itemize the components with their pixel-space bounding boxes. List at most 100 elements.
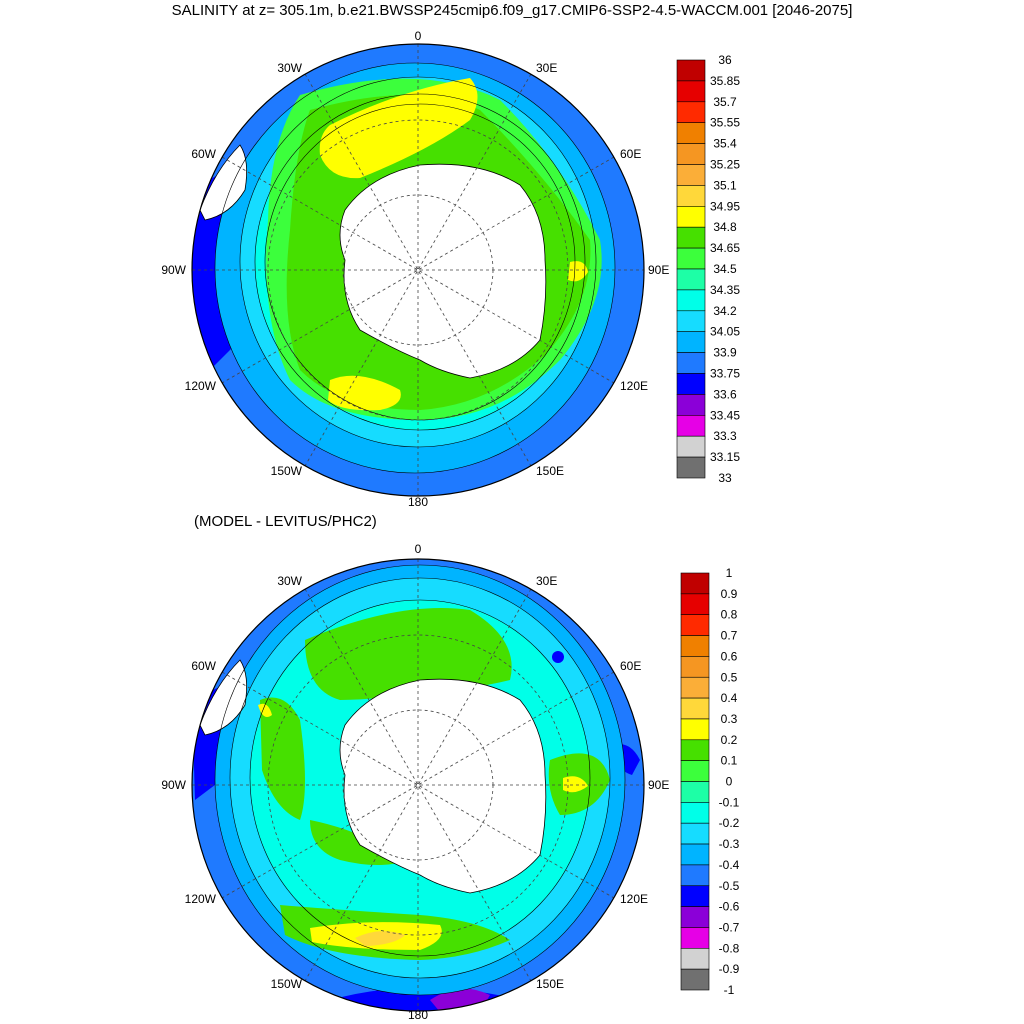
lon-label-90w: 90W <box>161 263 186 277</box>
high-salinity-patch-weddell <box>319 78 478 179</box>
colorbar-swatch <box>680 572 710 595</box>
colorbar-swatch <box>676 164 706 186</box>
lon-label-120w: 120W <box>185 892 217 906</box>
colorbar-label: -0.1 <box>719 795 740 809</box>
salinity-difference-map <box>191 558 645 1012</box>
colorbar-label: 35.85 <box>710 74 740 88</box>
map-boundary <box>191 558 645 1012</box>
lon-label-30e: 30E <box>536 574 557 588</box>
positive-anomaly-patch-west <box>260 697 305 820</box>
colorbar-label: 0.4 <box>721 691 738 705</box>
colorbar-swatch <box>676 101 706 124</box>
colorbar-label: 34.35 <box>710 283 740 297</box>
colorbar-label: 34.2 <box>713 304 737 318</box>
colorbar-swatch <box>676 394 706 416</box>
colorbar-label: 33.45 <box>710 408 740 422</box>
colorbar-label: 33 <box>718 471 732 485</box>
south-america-landmass <box>199 144 248 221</box>
colorbar-swatch <box>676 185 706 207</box>
colorbar-label: -0.6 <box>719 900 740 914</box>
lon-label-150w: 150W <box>271 464 303 478</box>
lon-label-60e: 60E <box>620 147 641 161</box>
lon-label-90e: 90E <box>648 778 669 792</box>
high-salinity-patch-ross <box>328 375 401 411</box>
colorbar-swatch <box>676 289 706 312</box>
colorbar-swatch <box>676 226 706 249</box>
peak-anomaly-patch-south <box>355 931 405 946</box>
colorbar-swatch <box>680 781 710 803</box>
colorbar-label: -0.8 <box>719 941 740 955</box>
colorbar-label: 34.5 <box>713 262 737 276</box>
lon-label-60w: 60W <box>191 147 216 161</box>
colorbar-swatch <box>676 247 706 270</box>
colorbar-label: 0.2 <box>721 733 738 747</box>
colorbar-swatch <box>676 143 706 165</box>
colorbar-swatch <box>680 593 710 615</box>
colorbar-label: 0.6 <box>721 649 738 663</box>
colorbar-swatch <box>676 310 706 332</box>
colorbar-label: 35.4 <box>713 137 737 151</box>
negative-anomaly-spot <box>552 651 564 663</box>
lon-label-30e: 30E <box>536 61 557 75</box>
colorbar-swatch <box>676 435 706 458</box>
colorbar-label: 35.55 <box>710 116 740 130</box>
map-boundary <box>191 43 645 497</box>
lon-label-150w: 150W <box>271 977 303 991</box>
lon-label-180: 180 <box>408 1008 428 1022</box>
positive-anomaly-patch-north <box>305 608 512 700</box>
colorbar-swatch <box>680 656 710 678</box>
colorbar-label: 33.6 <box>713 387 737 401</box>
lon-label-120w: 120W <box>185 379 217 393</box>
colorbar-swatch <box>680 885 710 907</box>
colorbar-label: 0.1 <box>721 754 738 768</box>
colorbar-swatch <box>676 268 706 291</box>
colorbar-label: 33.9 <box>713 346 737 360</box>
lon-label-60e: 60E <box>620 659 641 673</box>
lon-label-30w: 30W <box>277 574 302 588</box>
colorbar-label: 0.8 <box>721 608 738 622</box>
high-anomaly-patch-west <box>258 703 272 718</box>
difference-subtitle: (MODEL - LEVITUS/PHC2) <box>194 513 377 530</box>
colorbar-label: -0.5 <box>719 879 740 893</box>
lon-label-120e: 120E <box>620 892 648 906</box>
colorbar-label: 0 <box>726 775 733 789</box>
colorbar-swatch <box>680 635 710 657</box>
colorbar-label: 33.15 <box>710 450 740 464</box>
high-anomaly-patch-east <box>563 776 588 793</box>
antarctica-landmass <box>339 163 547 379</box>
south-america-landmass <box>199 659 248 736</box>
colorbar-label: -0.3 <box>719 837 740 851</box>
colorbar-swatch <box>680 614 710 636</box>
colorbar-swatch <box>676 331 706 353</box>
colorbar-swatch <box>680 822 710 845</box>
graticule <box>192 559 644 1011</box>
lon-label-30w: 30W <box>277 61 302 75</box>
colorbar-label: 33.75 <box>710 367 740 381</box>
colorbar-label: 0.3 <box>721 712 738 726</box>
colorbar-label: 35.1 <box>713 178 737 192</box>
colorbar-swatch <box>680 927 710 949</box>
colorbar-swatch <box>676 80 706 103</box>
lon-label-60w: 60W <box>191 659 216 673</box>
colorbar-label: 0.5 <box>721 670 738 684</box>
colorbar-swatch <box>676 352 706 374</box>
colorbar-swatch <box>676 373 706 395</box>
colorbar-swatch <box>680 697 710 720</box>
colorbar-label: 36 <box>718 53 732 67</box>
lon-label-150e: 150E <box>536 464 564 478</box>
high-salinity-patch-east <box>568 261 588 282</box>
graticule <box>192 44 644 496</box>
colorbar-label: -0.7 <box>719 920 740 934</box>
colorbar-label: -1 <box>724 983 735 997</box>
colorbar-label: 1 <box>726 566 733 580</box>
lon-label-0: 0 <box>415 29 422 43</box>
colorbar-swatch <box>676 206 706 228</box>
colorbar-swatch <box>680 718 710 741</box>
colorbar-swatch <box>680 864 710 887</box>
colorbar-label: 34.8 <box>713 220 737 234</box>
colorbar-label: 34.95 <box>710 199 740 213</box>
colorbar-salinity: 36 35.85 35.7 35.55 35.4 35.25 35.1 34.95 34.8 34… <box>676 53 740 485</box>
colorbar-label: -0.2 <box>719 816 740 830</box>
colorbar-label: 34.05 <box>710 325 740 339</box>
